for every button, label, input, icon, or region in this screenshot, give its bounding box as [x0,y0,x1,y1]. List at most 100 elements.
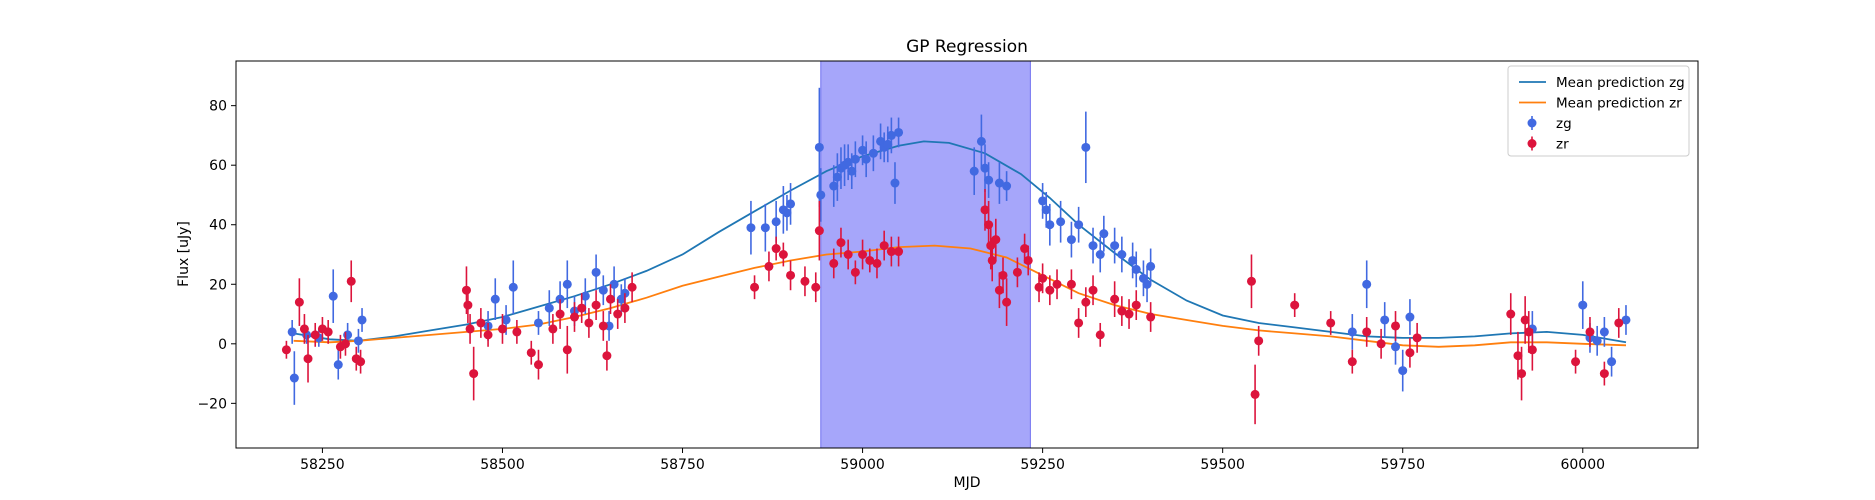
zg-point [1110,227,1120,264]
zg-marker [353,336,363,346]
zr-marker [886,247,896,257]
zg-point [771,200,781,243]
zr-marker [598,321,608,331]
zg-point [816,168,826,222]
zg-marker [1599,327,1609,337]
zg-marker [508,282,518,292]
zg-marker [886,130,896,140]
zr-marker [1034,282,1044,292]
zg-marker [883,139,893,149]
zg-point [544,290,554,326]
zr-marker [1614,318,1624,328]
zg-marker [782,208,792,218]
x-tick-label: 58750 [660,457,705,473]
zr-point [843,239,853,270]
x-tick-label: 59750 [1380,457,1425,473]
zr-point [1246,254,1256,309]
zr-point [1614,308,1624,338]
zg-point [1002,171,1012,201]
zg-point [333,349,343,380]
zr-marker [786,270,796,280]
zr-point [764,251,774,282]
zr-point [994,272,1004,309]
zg-marker [984,175,994,185]
zr-marker [584,318,594,328]
zr-point [1110,281,1120,318]
zr-marker [1520,315,1530,325]
zr-marker [1117,306,1127,316]
zr-marker [562,345,572,355]
zr-marker [323,327,333,337]
zr-marker [1412,333,1422,343]
zr-marker [850,267,860,277]
zg-marker [1347,327,1357,337]
zr-marker [606,294,616,304]
x-tick-label: 60000 [1560,457,1605,473]
zr-point [569,302,579,332]
zr-point [786,260,796,291]
zg-marker [1146,261,1156,271]
zr-point [598,311,608,341]
zg-marker [580,291,590,301]
zr-marker [879,241,889,251]
zr-marker [1290,300,1300,310]
zr-point [987,239,997,282]
zg-point [609,266,619,303]
zr-marker [1347,357,1357,367]
zr-marker [1326,318,1336,328]
zg-marker [994,178,1004,188]
zg-marker [1081,142,1091,152]
zg-marker [847,166,857,176]
zg-point [353,328,363,353]
zr-marker [1074,318,1084,328]
zg-point [1405,299,1415,335]
zg-marker [969,166,979,176]
zg-point [1146,248,1156,285]
zr-point [533,349,543,380]
zr-marker [533,360,543,370]
plot-content [281,61,1631,448]
zr-marker [613,309,623,319]
zr-marker [1131,300,1141,310]
zr-point [1376,328,1386,359]
zr-point [613,299,623,329]
zr-point [778,242,788,267]
zg-marker [786,199,796,209]
zr-point [1045,275,1055,306]
zg-point [328,269,338,323]
legend: Mean prediction zg Mean prediction zr zg zr [1507,65,1690,157]
zg-marker [562,279,572,289]
zr-point [1347,349,1357,374]
zg-point [746,200,756,255]
zr-point [1038,263,1048,294]
zr-marker [1146,312,1156,322]
zg-marker [894,127,904,137]
zr-point [865,248,875,273]
zr-marker [836,238,846,248]
zr-point [1585,317,1595,347]
zr-point [872,248,882,279]
zg-marker [1074,220,1084,230]
zr-marker [1405,348,1415,358]
zr-marker [1020,244,1030,254]
zr-marker [512,327,522,337]
zg-point [1607,346,1617,377]
zg-point [1088,227,1098,264]
zr-point [1023,245,1033,276]
zg-point [1131,251,1141,288]
zg-point [1056,200,1066,243]
zr-marker [555,309,565,319]
x-tick-label: 59000 [840,457,885,473]
zg-point [1117,236,1127,273]
zr-point [1524,311,1534,353]
zr-point [562,325,572,374]
zg-marker [598,285,608,295]
zg-point [782,194,792,231]
zr-point [1506,293,1516,335]
zg-marker [1578,300,1588,310]
axes: 58250 58500 58750 59000 59250 59500 59750 60000… [197,60,1699,473]
zg-marker [1038,196,1048,206]
zg-point [533,311,543,335]
zg-point [1380,302,1390,338]
zr-point [512,319,522,344]
